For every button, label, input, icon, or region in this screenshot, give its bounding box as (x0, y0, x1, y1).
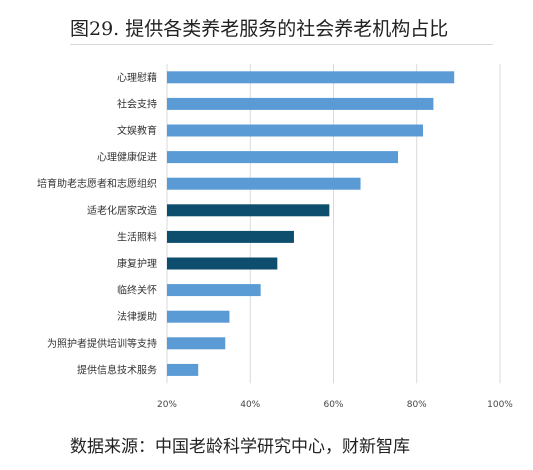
category-label: 临终关怀 (117, 284, 157, 297)
category-label: 心理慰藉 (117, 71, 157, 84)
bar (167, 257, 278, 270)
bar (167, 151, 399, 164)
x-tick-label: 60% (323, 400, 343, 410)
bar (167, 204, 330, 217)
category-label: 提供信息技术服务 (77, 363, 157, 376)
category-label: 培育助老志愿者和志愿组织 (37, 177, 157, 190)
bar (167, 337, 226, 350)
bar (167, 177, 361, 190)
category-label: 为照护者提供培训等支持 (47, 337, 157, 350)
bar (167, 97, 434, 110)
x-tick-label: 40% (240, 400, 260, 410)
title-divider (70, 44, 493, 45)
bar (167, 71, 455, 84)
category-label: 康复护理 (117, 257, 157, 270)
bar (167, 284, 261, 297)
category-label: 文娱教育 (117, 124, 157, 137)
category-label: 生活照料 (117, 230, 157, 243)
bar (167, 310, 230, 323)
bar (167, 363, 199, 376)
chart-title: 图29. 提供各类养老服务的社会养老机构占比 (70, 18, 449, 40)
source-note: 数据来源：中国老龄科学研究中心，财新智库 (70, 437, 410, 457)
bar-chart: 20% 40% 60% 80% 100% 心理慰藉社会支持文娱教育心理健康促进培育助老志愿… (37, 64, 513, 410)
x-tick-label: 100% (487, 400, 513, 410)
category-label: 法律援助 (117, 310, 157, 323)
category-label: 心理健康促进 (97, 151, 157, 164)
bar (167, 230, 294, 243)
category-label: 适老化居家改造 (87, 204, 157, 217)
x-tick-label: 80% (407, 400, 427, 410)
bar (167, 124, 423, 137)
category-label: 社会支持 (117, 97, 157, 110)
x-tick-label: 20% (157, 400, 177, 410)
